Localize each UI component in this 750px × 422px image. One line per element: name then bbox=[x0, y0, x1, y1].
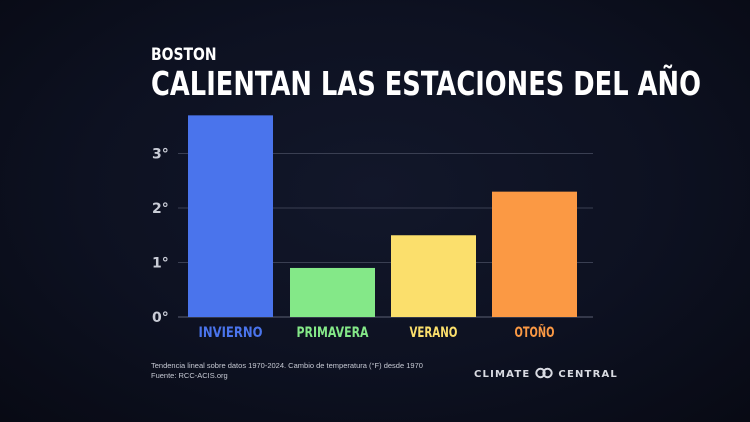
footnote-method: Tendencia lineal sobre datos 1970-2024. … bbox=[151, 361, 423, 370]
x-axis-categories: INVIERNO PRIMAVERA VERANO OTOÑO bbox=[199, 324, 555, 341]
y-tick-label: 2° bbox=[152, 201, 169, 217]
x-category-label: PRIMAVERA bbox=[297, 325, 369, 341]
bar-otoño bbox=[492, 191, 577, 317]
brand-word-central: CENTRAL bbox=[558, 369, 618, 380]
chart-subtitle-city: BOSTON bbox=[151, 45, 217, 65]
brand-word-climate: CLIMATE bbox=[474, 369, 531, 380]
y-tick-label: 3° bbox=[152, 147, 169, 163]
x-category-label: INVIERNO bbox=[199, 325, 263, 341]
linked-rings-icon bbox=[534, 367, 554, 382]
x-category-label: OTOÑO bbox=[515, 324, 555, 341]
footnote-source: Fuente: RCC-ACIS.org bbox=[151, 371, 228, 380]
y-axis-ticks: 0° 1° 2° 3° bbox=[152, 147, 169, 327]
y-tick-label: 0° bbox=[152, 310, 169, 326]
chart-title: CALIENTAN LAS ESTACIONES DEL AÑO bbox=[151, 64, 701, 103]
y-tick-label: 1° bbox=[152, 256, 169, 272]
bar-primavera bbox=[290, 267, 375, 317]
bar-invierno bbox=[188, 115, 273, 317]
bars bbox=[188, 115, 577, 317]
bar-verano bbox=[391, 235, 476, 317]
x-category-label: VERANO bbox=[410, 325, 458, 341]
brand-logo-climate-central: CLIMATE CENTRAL bbox=[474, 367, 618, 382]
